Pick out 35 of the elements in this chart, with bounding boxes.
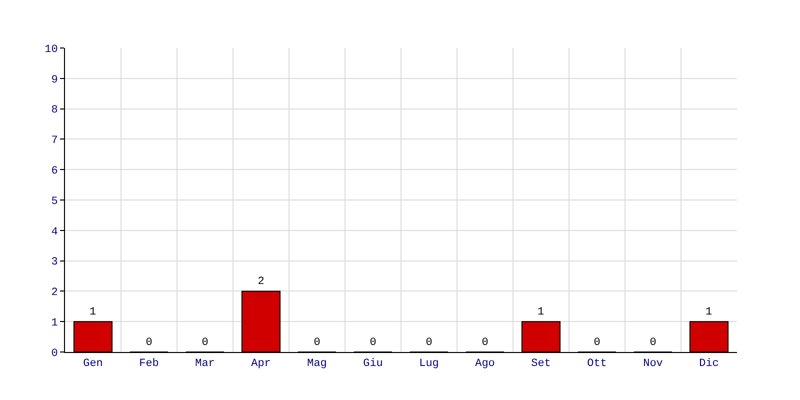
data-label: 0 xyxy=(650,337,656,349)
data-label: 0 xyxy=(146,337,152,349)
data-label: 1 xyxy=(706,306,712,319)
data-label: 0 xyxy=(594,337,600,349)
y-tick-label: 8 xyxy=(51,104,58,117)
y-tick-label: 5 xyxy=(51,196,58,208)
x-tick-label: Feb xyxy=(139,358,159,370)
x-tick-label: Lug xyxy=(419,358,439,370)
data-label: 0 xyxy=(314,337,320,349)
x-tick-label: Gen xyxy=(83,358,103,370)
x-tick-label: Dic xyxy=(699,358,719,370)
x-tick-label: Mag xyxy=(307,358,327,370)
x-tick-label: Apr xyxy=(251,358,271,370)
y-tick-label: 7 xyxy=(51,135,58,148)
y-tick-label: 10 xyxy=(44,44,58,56)
data-label: 0 xyxy=(370,337,376,349)
x-tick-label: Mar xyxy=(195,358,215,370)
y-tick-label: 0 xyxy=(51,348,58,360)
y-tick-label: 4 xyxy=(51,226,58,238)
x-tick-label: Set xyxy=(531,358,551,370)
y-tick-label: 2 xyxy=(51,287,58,300)
data-label: 2 xyxy=(258,276,264,288)
x-tick-label: Nov xyxy=(643,358,664,370)
data-label: 1 xyxy=(538,306,544,319)
x-tick-label: Ago xyxy=(475,358,495,370)
x-tick-label: Giu xyxy=(363,358,383,370)
data-label: 0 xyxy=(202,337,208,349)
data-label: 0 xyxy=(426,337,432,349)
data-label: 1 xyxy=(90,306,96,319)
y-tick-label: 1 xyxy=(51,317,58,330)
y-tick-label: 3 xyxy=(51,256,58,269)
data-label: 0 xyxy=(482,337,488,349)
y-tick-label: 6 xyxy=(51,165,58,178)
x-tick-label: Ott xyxy=(587,358,607,370)
y-tick-label: 9 xyxy=(51,74,58,86)
